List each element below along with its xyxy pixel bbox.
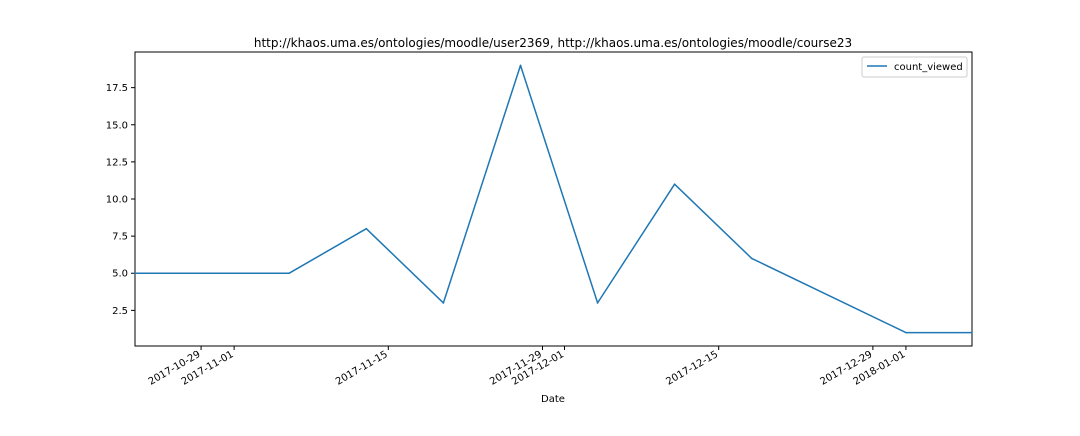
y-axis: 2.5 5.0 7.5 10.0 12.5 15.0 17.5 (106, 83, 135, 317)
data-point (905, 331, 907, 334)
y-tick-label: 5.0 (112, 269, 128, 280)
y-tick-label: 10.0 (106, 195, 128, 206)
y-tick-label: 15.0 (106, 120, 128, 131)
data-point (971, 331, 973, 334)
legend-box (861, 56, 968, 78)
data-point (442, 302, 445, 304)
x-tick-label: 2017-11-15 (334, 349, 390, 388)
data-point (365, 227, 368, 230)
data-point (673, 183, 676, 185)
data-point (288, 272, 290, 275)
y-tick-label: 17.5 (106, 83, 128, 94)
y-tick-label: 7.5 (112, 232, 128, 243)
series-line-count_viewed (135, 64, 972, 334)
legend: count_viewed (861, 56, 968, 78)
y-tick-label: 12.5 (106, 157, 128, 168)
x-tick-label: 2017-12-15 (664, 349, 720, 388)
y-tick-label: 2.5 (112, 306, 128, 317)
data-point (596, 302, 599, 304)
plot-area (134, 51, 973, 347)
x-axis-label: Date (541, 394, 565, 405)
data-point (519, 64, 522, 67)
series-layer (134, 64, 973, 334)
data-point (134, 272, 136, 275)
chart-title: http://khaos.uma.es/ontologies/moodle/us… (254, 36, 852, 50)
data-point (750, 257, 753, 260)
legend-label: count_viewed (894, 62, 963, 73)
